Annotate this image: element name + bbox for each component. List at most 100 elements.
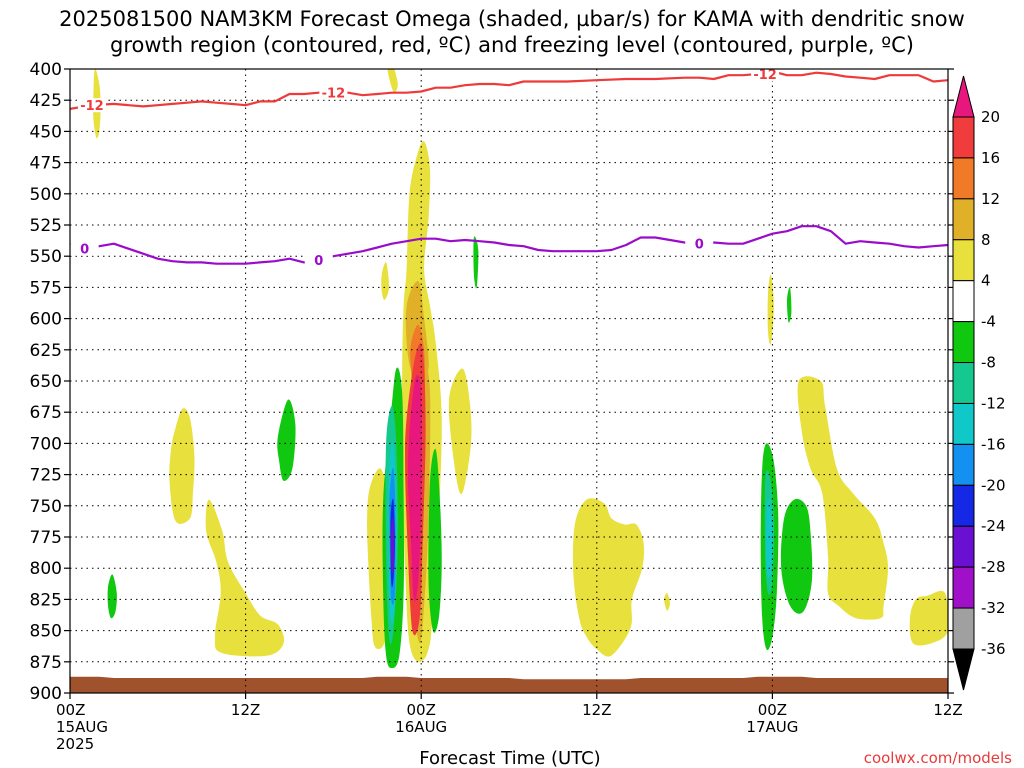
contour-label-bg bbox=[751, 69, 780, 81]
colorbar-tick-label: -28 bbox=[981, 558, 1006, 576]
contour-label-bg bbox=[77, 98, 106, 113]
y-tick-label: 650 bbox=[30, 372, 62, 392]
colorbar-top-arrow bbox=[952, 75, 975, 118]
surface-terrain bbox=[70, 676, 948, 693]
x-tick-label: 12Z bbox=[231, 701, 260, 719]
y-tick-label: 675 bbox=[30, 403, 62, 423]
credit-text: coolwx.com/models bbox=[864, 749, 1012, 767]
x-tick-label: 00Z bbox=[56, 701, 85, 719]
x-tick-year: 2025 bbox=[56, 735, 94, 753]
omega-region bbox=[277, 399, 296, 481]
omega-region bbox=[407, 374, 422, 602]
contour-label: 0 bbox=[695, 238, 704, 253]
omega-region bbox=[780, 498, 813, 614]
x-tick-label: 00Z bbox=[407, 701, 436, 719]
grid-lines bbox=[70, 69, 948, 693]
colorbar-tick-label: 4 bbox=[981, 272, 991, 290]
colorbar-band bbox=[952, 607, 975, 650]
y-tick-label: 850 bbox=[30, 622, 62, 642]
colorbar-band bbox=[952, 566, 975, 609]
omega-region bbox=[387, 69, 398, 93]
omega-region bbox=[107, 574, 117, 619]
x-tick-date: 16AUG bbox=[395, 718, 447, 736]
contour-lines-layer: -12 -12 -12 0 0 0 bbox=[70, 68, 948, 269]
x-tick-date: 17AUG bbox=[746, 718, 798, 736]
colorbar-tick-label: -16 bbox=[981, 435, 1006, 453]
x-tick-label: 12Z bbox=[582, 701, 611, 719]
contour-label: -12 bbox=[753, 68, 777, 83]
y-tick-label: 600 bbox=[30, 310, 62, 330]
y-tick-label: 825 bbox=[30, 590, 62, 610]
contour-line bbox=[70, 70, 948, 110]
omega-region bbox=[664, 593, 670, 611]
colorbar-tick-label: 8 bbox=[981, 231, 991, 249]
colorbar-tick-label: -36 bbox=[981, 640, 1006, 658]
colorbar-bottom-arrow bbox=[952, 648, 975, 691]
y-tick-label: 550 bbox=[30, 247, 62, 267]
colorbar-tick-label: -8 bbox=[981, 354, 996, 372]
y-tick-label: 525 bbox=[30, 216, 62, 236]
terrain-band bbox=[70, 676, 948, 693]
colorbar-tick-label: 12 bbox=[981, 190, 1000, 208]
colorbar-tick-label: -4 bbox=[981, 313, 996, 331]
omega-region bbox=[786, 287, 792, 323]
contour-label-bg bbox=[319, 85, 348, 100]
colorbar-tick-label: 20 bbox=[981, 108, 1000, 126]
y-tick-label: 700 bbox=[30, 434, 62, 454]
x-tick-label: 00Z bbox=[758, 701, 787, 719]
omega-shading-layer bbox=[93, 69, 948, 668]
x-axis-label: Forecast Time (UTC) bbox=[419, 748, 600, 768]
chart-title-line-2: growth region (contoured, red, ºC) and f… bbox=[110, 33, 914, 57]
colorbar-tick-label: -24 bbox=[981, 517, 1006, 535]
omega-region bbox=[428, 448, 442, 633]
colorbar-band bbox=[952, 157, 975, 200]
x-tick-date: 15AUG bbox=[56, 718, 108, 736]
colorbar-tick-label: -32 bbox=[981, 599, 1006, 617]
colorbar-band bbox=[952, 443, 975, 486]
colorbar-tick-label: -20 bbox=[981, 476, 1006, 494]
y-tick-label: 500 bbox=[30, 185, 62, 205]
contour-label: -12 bbox=[80, 99, 104, 114]
omega-region bbox=[572, 498, 645, 657]
y-tick-label: 450 bbox=[30, 122, 62, 142]
colorbar-tick-label: 16 bbox=[981, 149, 1000, 167]
omega-region bbox=[797, 376, 888, 620]
omega-region bbox=[448, 368, 472, 495]
colorbar-band bbox=[952, 116, 975, 159]
y-tick-label: 475 bbox=[30, 154, 62, 174]
y-axis-pressure: 400 425 450 475 500 525 550 575 600 625 650 675 700 7… bbox=[30, 60, 954, 704]
y-tick-label: 750 bbox=[30, 497, 62, 517]
colorbar-band bbox=[952, 525, 975, 568]
colorbar-tick-label: -12 bbox=[981, 394, 1006, 412]
y-tick-label: 900 bbox=[30, 684, 62, 704]
chart-title-line-1: 2025081500 NAM3KM Forecast Omega (shaded… bbox=[59, 7, 965, 31]
contour-label-bg bbox=[685, 236, 714, 251]
y-tick-label: 625 bbox=[30, 341, 62, 361]
omega-region bbox=[390, 517, 395, 575]
y-tick-label: 775 bbox=[30, 528, 62, 548]
colorbar-band bbox=[952, 362, 975, 404]
y-tick-label: 425 bbox=[30, 91, 62, 111]
omega-region bbox=[767, 274, 774, 345]
contour-label-bg bbox=[304, 252, 333, 267]
contour-label: -12 bbox=[322, 87, 346, 102]
y-tick-label: 875 bbox=[30, 653, 62, 673]
omega-region bbox=[381, 262, 390, 300]
omega-region bbox=[473, 236, 479, 289]
colorbar-band bbox=[952, 402, 975, 445]
colorbar-band bbox=[952, 484, 975, 527]
y-tick-label: 725 bbox=[30, 466, 62, 486]
y-tick-label: 400 bbox=[30, 60, 62, 80]
colorbar-band bbox=[952, 239, 975, 282]
contour-line bbox=[70, 225, 948, 265]
contour-label-bg bbox=[70, 241, 99, 256]
omega-region bbox=[169, 408, 195, 524]
omega-region bbox=[205, 499, 285, 657]
contour-label: 0 bbox=[314, 254, 323, 269]
y-tick-label: 800 bbox=[30, 559, 62, 579]
y-tick-label: 575 bbox=[30, 278, 62, 298]
colorbar: 20 16 12 8 4 -4 -8 -12 -16 -20 -24 -28 -32 -36 bbox=[952, 75, 1006, 691]
x-tick-label: 12Z bbox=[933, 701, 962, 719]
